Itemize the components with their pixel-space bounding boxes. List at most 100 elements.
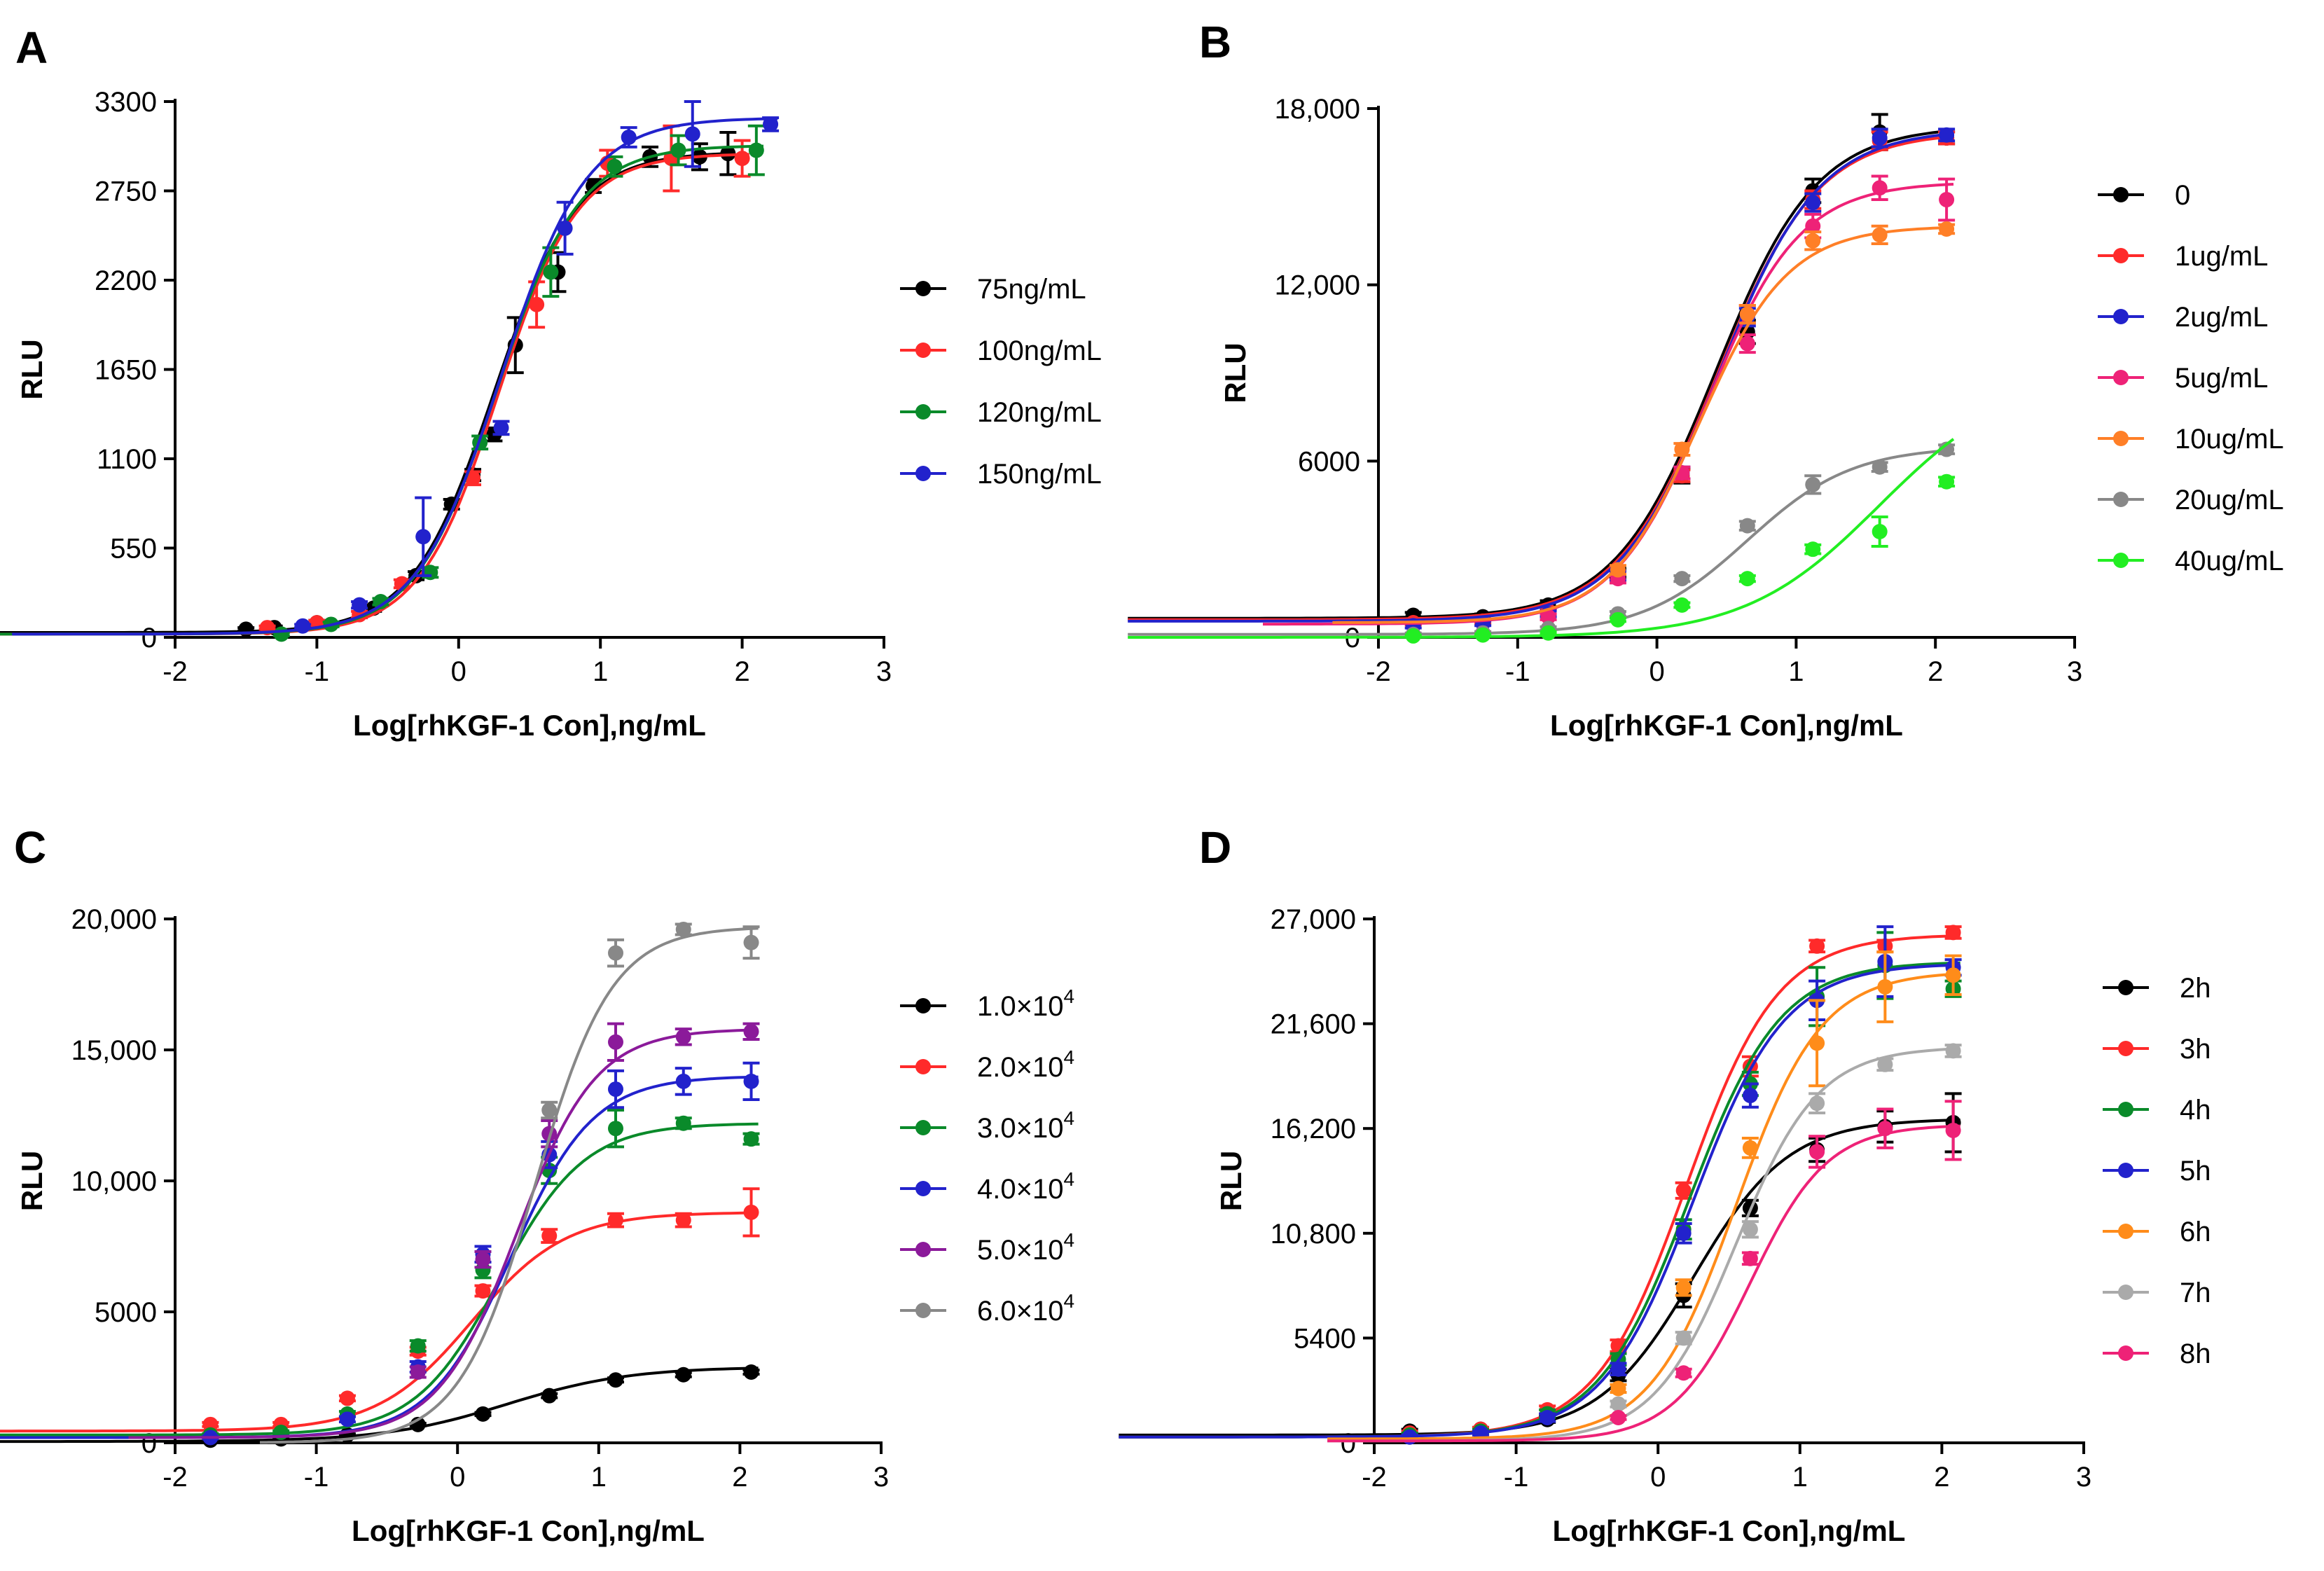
data-point <box>1805 541 1821 558</box>
data-point <box>1610 1380 1626 1397</box>
data-point <box>1945 1122 1961 1138</box>
y-tick-label: 10,800 <box>1271 1219 1356 1250</box>
data-point <box>1742 1088 1758 1104</box>
data-point <box>743 934 759 950</box>
legend-label-text: 1.0×10 <box>977 991 1063 1022</box>
data-point <box>607 1212 623 1229</box>
legend-marker <box>2118 1285 2133 1300</box>
legend-label-text: 6h <box>2180 1217 2211 1247</box>
x-tick-label: 1 <box>593 656 608 687</box>
data-point <box>675 1212 691 1229</box>
x-axis-title: Log[rhKGF-1 Con],ng/mL <box>1553 1514 1906 1547</box>
x-tick-label: 0 <box>1649 656 1664 687</box>
series-2 <box>0 1109 760 1443</box>
x-tick-label: 3 <box>873 1462 889 1493</box>
legend-marker <box>915 1059 931 1074</box>
data-point <box>607 1081 623 1098</box>
data-point <box>670 142 686 158</box>
x-tick-label: 2 <box>1928 656 1943 687</box>
data-point <box>1872 227 1888 243</box>
legend-label: 1ug/mL <box>2175 241 2268 272</box>
data-point <box>543 264 559 280</box>
series-curve <box>0 1075 759 1439</box>
series-curve <box>260 927 759 1444</box>
data-point <box>743 1204 759 1220</box>
data-point <box>1872 524 1888 539</box>
data-point <box>675 1115 691 1131</box>
legend-label-text: 5h <box>2180 1156 2211 1186</box>
data-point <box>734 151 750 167</box>
legend-label: 150ng/mL <box>977 459 1102 490</box>
data-point <box>743 1364 759 1380</box>
legend-label-superscript: 4 <box>1063 1046 1074 1068</box>
legend-marker <box>2113 431 2129 446</box>
data-point <box>607 945 623 961</box>
legend-label: 5ug/mL <box>2175 363 2268 394</box>
series-curve <box>1327 972 1960 1441</box>
data-point <box>1610 611 1626 628</box>
legend-label-text: 2ug/mL <box>2175 302 2268 333</box>
data-point <box>743 1023 759 1039</box>
legend-label-text: 5ug/mL <box>2175 363 2268 394</box>
legend-label: 20ug/mL <box>2175 485 2284 515</box>
data-point <box>465 470 481 486</box>
legend-label-text: 1ug/mL <box>2175 241 2268 272</box>
legend-marker <box>915 466 931 481</box>
legend-label-text: 2.0×10 <box>977 1052 1063 1083</box>
legend-label: 2ug/mL <box>2175 302 2268 333</box>
x-tick-label: -1 <box>1505 656 1530 687</box>
data-point <box>1809 1144 1825 1160</box>
legend-label: 2h <box>2180 973 2211 1004</box>
series-curve <box>1128 438 1955 639</box>
legend-label: 7h <box>2180 1278 2211 1308</box>
x-axis-title: Log[rhKGF-1 Con],ng/mL <box>352 1514 705 1547</box>
data-point <box>743 1073 759 1089</box>
series-curve <box>1128 132 1954 623</box>
y-tick-label: 6000 <box>1298 446 1360 477</box>
y-tick-label: 27,000 <box>1271 904 1356 935</box>
y-tick-label: 0 <box>1341 1428 1356 1459</box>
series-5 <box>1327 1043 1962 1443</box>
data-point <box>475 1283 491 1299</box>
data-point <box>415 529 431 545</box>
legend-label: 5.0×104 <box>977 1229 1074 1266</box>
y-tick-label: 21,600 <box>1271 1009 1356 1040</box>
data-point <box>1405 628 1421 644</box>
data-point <box>621 130 637 145</box>
legend-marker <box>915 342 931 358</box>
x-tick-label: -2 <box>1366 656 1391 687</box>
series-1 <box>1128 130 1956 631</box>
data-point <box>1877 1121 1893 1137</box>
legend-label-superscript: 4 <box>1063 1229 1074 1251</box>
y-tick-label: 15,000 <box>71 1035 157 1066</box>
x-axis-title: Log[rhKGF-1 Con],ng/mL <box>353 709 706 742</box>
y-tick-label: 0 <box>141 1428 157 1459</box>
legend-marker <box>2118 1041 2133 1056</box>
legend-label-text: 3h <box>2180 1034 2211 1065</box>
legend-label-superscript: 4 <box>1063 1168 1074 1190</box>
y-tick-label: 2200 <box>95 265 157 296</box>
data-point <box>1872 130 1888 146</box>
panel-letter: D <box>1199 822 1231 873</box>
data-point <box>339 1411 355 1427</box>
data-point <box>1805 476 1821 492</box>
panel-letter: C <box>14 822 46 873</box>
legend-marker <box>2113 187 2129 202</box>
legend-marker <box>2118 1102 2133 1117</box>
x-axis-title: Log[rhKGF-1 Con],ng/mL <box>1550 709 1903 742</box>
panel-c: C -2 -1 0 1 2 3 0 5000 10,000 15,000 20,000 Log[rhKG… <box>0 822 1074 1547</box>
legend-label-text: 4h <box>2180 1095 2211 1126</box>
data-point <box>410 1338 426 1354</box>
data-point <box>720 146 736 162</box>
series-3 <box>12 100 780 636</box>
data-point <box>1739 518 1755 534</box>
data-point <box>339 1390 355 1406</box>
data-point <box>1674 571 1690 587</box>
data-point <box>1739 335 1755 352</box>
data-point <box>675 1366 691 1383</box>
series-5 <box>260 921 760 1444</box>
y-axis-title: RLU <box>1215 1151 1247 1211</box>
legend-label-text: 3.0×10 <box>977 1113 1063 1144</box>
series-4 <box>1327 950 1962 1441</box>
legend-label: 3.0×104 <box>977 1107 1074 1144</box>
